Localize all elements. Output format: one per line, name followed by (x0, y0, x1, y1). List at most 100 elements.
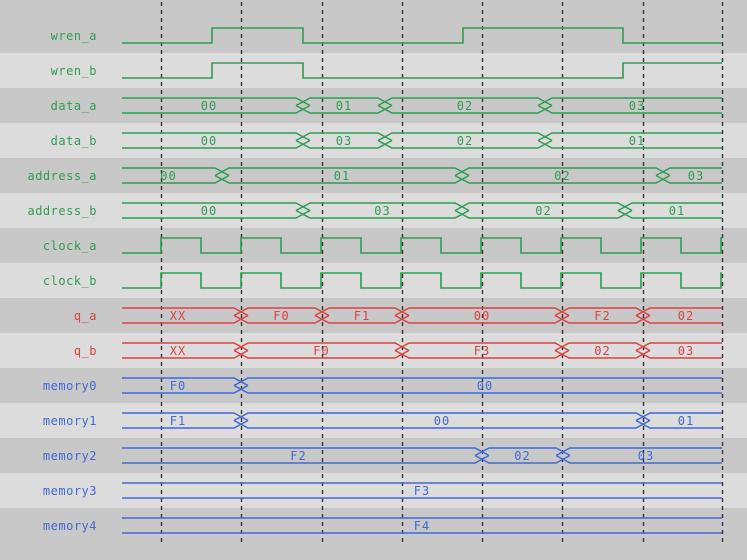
signal-label-memory4: memory4 (42, 518, 97, 533)
signal-label-memory3: memory3 (42, 483, 97, 498)
bus-value-address_a: 02 (554, 168, 571, 183)
bus-value-memory1: 01 (677, 413, 695, 428)
bus-value-q_b: F0 (313, 343, 330, 358)
signal-label-memory1: memory1 (42, 413, 97, 428)
signal-memory2 (122, 447, 722, 464)
row-band-q_a (0, 298, 747, 333)
bus-top-rail (555, 447, 722, 457)
bus-value-memory0: 00 (476, 378, 494, 393)
signal-label-address_b: address_b (27, 203, 97, 218)
bus-value-q_a: F2 (594, 308, 611, 323)
bus-value-memory2: 02 (514, 448, 531, 463)
binary-trace (122, 27, 722, 44)
bus-bottom-rail (635, 349, 722, 359)
bus-value-q_b: F3 (473, 343, 491, 358)
signal-memory3 (122, 482, 722, 499)
bus-value-q_a: XX (169, 308, 187, 323)
bus-value-address_a: 01 (333, 168, 351, 183)
row-band-memory3 (0, 473, 747, 508)
bus-bottom-rail (122, 349, 249, 359)
bus-value-q_b: 02 (594, 343, 611, 358)
bus-value-memory0: F0 (169, 378, 187, 393)
signal-q_b (122, 342, 722, 359)
row-band-data_b (0, 123, 747, 158)
bus-bottom-rail (122, 454, 490, 464)
bus-value-data_b: 02 (456, 133, 474, 148)
bus-top-rail (122, 202, 311, 212)
bus-value-q_a: 02 (677, 308, 695, 323)
row-band-memory1 (0, 403, 747, 438)
signal-label-wren_a: wren_a (50, 28, 97, 43)
bus-value-address_b: 03 (374, 203, 391, 218)
bus-value-data_b: 03 (335, 133, 353, 148)
bus-top-rail (122, 412, 249, 422)
signal-address_b (122, 202, 722, 219)
signal-label-memory0: memory0 (42, 378, 97, 393)
signal-label-q_b: q_b (73, 343, 97, 358)
bus-value-q_a: F0 (273, 308, 290, 323)
bus-bottom-rail (122, 419, 249, 429)
row-band-address_b (0, 193, 747, 228)
signal-label-wren_b: wren_b (50, 63, 97, 78)
bus-bottom-rail (122, 104, 311, 114)
bus-bottom-rail (122, 209, 311, 219)
bus-value-data_a: 01 (335, 98, 353, 113)
bus-top-rail (122, 167, 230, 177)
signal-label-q_a: q_a (73, 308, 97, 323)
bus-bottom-rail (655, 174, 722, 184)
bus-value-address_b: 01 (668, 203, 686, 218)
signal-label-data_b: data_b (50, 133, 97, 148)
bus-top-rail (122, 447, 490, 457)
bus-top-rail (122, 307, 249, 317)
bus-value-memory4: F4 (413, 518, 431, 533)
bus-bottom-rail (122, 314, 249, 324)
bus-bottom-rail (122, 174, 230, 184)
bus-value-memory2: F2 (290, 448, 307, 463)
bus-bottom-rail (555, 454, 722, 464)
bus-value-address_a: 03 (687, 168, 705, 183)
bus-value-memory1: 00 (433, 413, 451, 428)
row-band-data_a (0, 88, 747, 123)
row-band-memory2 (0, 438, 747, 473)
bus-top-rail (233, 377, 722, 387)
row-band-clock_a (0, 228, 747, 263)
row-band-memory4 (0, 508, 747, 543)
signal-wren_a (122, 27, 722, 44)
bus-top-rail (635, 307, 722, 317)
signal-data_b (122, 132, 722, 149)
bus-top-rail (122, 342, 249, 352)
row-band-clock_b (0, 263, 747, 298)
bus-top-rail (122, 97, 311, 107)
signal-memory1 (122, 412, 722, 429)
bus-top-rail (635, 412, 722, 422)
bus-value-data_a: 00 (200, 98, 218, 113)
bus-value-data_b: 00 (200, 133, 218, 148)
bus-top-rail (635, 342, 722, 352)
bus-value-address_b: 00 (200, 203, 218, 218)
row-band-address_a (0, 158, 747, 193)
bus-value-data_b: 01 (628, 133, 646, 148)
bus-value-q_b: 03 (677, 343, 695, 358)
bus-top-rail (537, 97, 722, 107)
signal-memory0 (122, 377, 722, 394)
bus-bottom-rail (635, 314, 722, 324)
signal-clock_b (122, 272, 722, 289)
signal-label-clock_b: clock_b (42, 273, 97, 288)
bus-value-memory3: F3 (413, 483, 431, 498)
signal-wren_b (122, 62, 722, 79)
clock-trace (122, 272, 722, 289)
row-band-q_b (0, 333, 747, 368)
bus-value-data_a: 02 (456, 98, 474, 113)
signal-label-clock_a: clock_a (42, 238, 97, 253)
signal-clock_a (122, 237, 722, 254)
bus-bottom-rail (122, 139, 311, 149)
bus-top-rail (617, 202, 722, 212)
bus-bottom-rail (635, 419, 722, 429)
signal-label-address_a: address_a (27, 168, 97, 183)
clock-trace (122, 237, 722, 254)
signal-memory4 (122, 517, 722, 534)
bus-top-rail (537, 132, 722, 142)
bus-top-rail (122, 132, 311, 142)
